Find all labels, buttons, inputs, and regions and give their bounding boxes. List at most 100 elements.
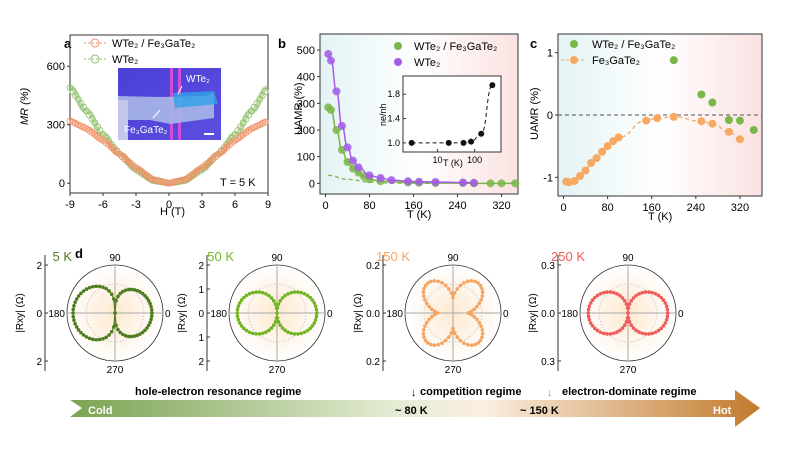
inset-data-point [445, 139, 452, 146]
polar-data-point [465, 279, 470, 284]
polar-data-point [302, 330, 307, 335]
legend-b: WTe₂ / Fe₃GaTe₂ WTe₂ [394, 41, 497, 69]
polar-data-point [267, 293, 271, 298]
timeline-marker-80k: ~ 80 K [395, 405, 428, 417]
data-point [724, 115, 733, 124]
angle-label-180: 180 [386, 309, 403, 320]
data-point [338, 122, 346, 130]
angle-label-90: 90 [447, 253, 459, 264]
polar-data-point [476, 281, 480, 285]
polar-y-tick-label: 0.3 [541, 261, 555, 272]
data-point [576, 172, 585, 181]
polar-data-point [618, 293, 622, 298]
polar-data-point [469, 309, 474, 314]
x-tick-label: 320 [492, 200, 510, 212]
polar-data-point [120, 289, 125, 294]
polar-data-point [312, 301, 317, 305]
polar-data-point [627, 320, 632, 324]
polar-data-point [625, 306, 630, 310]
polar-data-point [244, 293, 249, 298]
legend-a-item-1: WTe₂ [112, 54, 138, 66]
polar-data-point [469, 312, 474, 317]
inset-photo: WTe₂ Fe₃GaTe₂ [118, 68, 221, 140]
polar-data-point [643, 332, 648, 336]
angle-label-90: 90 [271, 253, 283, 264]
data-point [349, 156, 357, 165]
polar-data-point [273, 302, 278, 306]
data-point [653, 114, 662, 123]
polar-data-point [76, 294, 81, 298]
polar-data-point [452, 291, 457, 295]
polar-data-point [135, 333, 140, 338]
timeline-hot-label: Hot [713, 405, 732, 417]
data-point [365, 171, 374, 180]
x-tick-label: 160 [404, 200, 422, 212]
polar-data-point [260, 290, 265, 295]
polar-data-point [477, 301, 482, 306]
polar-data-point [440, 281, 444, 285]
polar-data-point [650, 290, 655, 295]
polar-y-tick-label: 0.3 [541, 357, 555, 368]
data-point [343, 143, 352, 152]
x-tick-label: -3 [131, 199, 141, 211]
polar-data-point [94, 284, 99, 289]
polar-data-point [116, 327, 120, 332]
polar-data-point [449, 291, 454, 295]
polar-data-point [656, 328, 661, 333]
x-tick-label: -6 [98, 199, 108, 211]
inset-y-tick-label: 1.8 [387, 89, 400, 99]
polar-data-point [257, 290, 262, 294]
polar-data-point [475, 304, 479, 309]
angle-label-270: 270 [620, 365, 637, 376]
xlabel-b: T (K) [407, 209, 431, 221]
data-point [669, 56, 678, 65]
polar-data-point [421, 328, 426, 332]
polar-data-point [436, 342, 441, 347]
polar-data-point [653, 291, 658, 296]
polar-y-tick-label: 0.2 [366, 357, 380, 368]
y-tick-label: 500 [297, 45, 315, 57]
x-tick-label: 240 [687, 202, 705, 214]
polar-y-tick-label: 0 [198, 309, 204, 320]
polar-data-point [593, 295, 597, 300]
polar-y-tick-label: 2 [36, 357, 42, 368]
polar-data-point [107, 289, 111, 293]
polar-data-point [477, 320, 482, 325]
polar-data-point [423, 298, 427, 302]
inset-frame-b [402, 75, 502, 153]
polar-data-point [611, 331, 616, 336]
y-tick-label: 1 [547, 48, 553, 60]
polar-data-point [74, 325, 79, 329]
polar-data-point [132, 334, 137, 338]
legend-a: WTe₂ / Fe₃GaTe₂ WTe₂ [84, 38, 195, 66]
polar-plot-5k: |Rxy| (Ω) 2 0 2 90 180 0 270 5 K [15, 249, 171, 376]
data-point [354, 163, 363, 172]
polar-data-point [659, 326, 663, 331]
polar-data-point [476, 341, 480, 345]
regime-label-1: competition regime [420, 386, 521, 398]
polar-data-point [310, 324, 315, 328]
polar-data-point [286, 292, 290, 296]
polar-data-point [97, 337, 102, 342]
data-point [749, 125, 758, 134]
polar-data-point [254, 332, 258, 336]
polar-data-point [586, 314, 591, 319]
inset-label-wte2: WTe₂ [186, 74, 210, 85]
panel-label-c: c [530, 36, 537, 51]
polar-data-point [286, 330, 290, 334]
polar-data-point [235, 307, 240, 312]
polar-data-point [465, 342, 470, 347]
polar-data-point [466, 311, 471, 315]
polar-data-point [269, 326, 274, 330]
polar-data-point [605, 290, 609, 294]
polar-y-tick-label: 0.0 [541, 309, 555, 320]
polar-data-point [274, 306, 279, 310]
polar-data-point [432, 309, 437, 314]
polar-data-point [647, 332, 651, 336]
panel-b: b WTe₂ / Fe₃GaTe₂ WTe₂ 10 100 1.0 1.4 1.8 UA… [278, 33, 520, 221]
data-point [497, 179, 506, 188]
polar-data-point [469, 279, 474, 283]
polar-data-point [276, 320, 281, 324]
data-point [614, 133, 623, 142]
polar-data-point [244, 328, 249, 333]
